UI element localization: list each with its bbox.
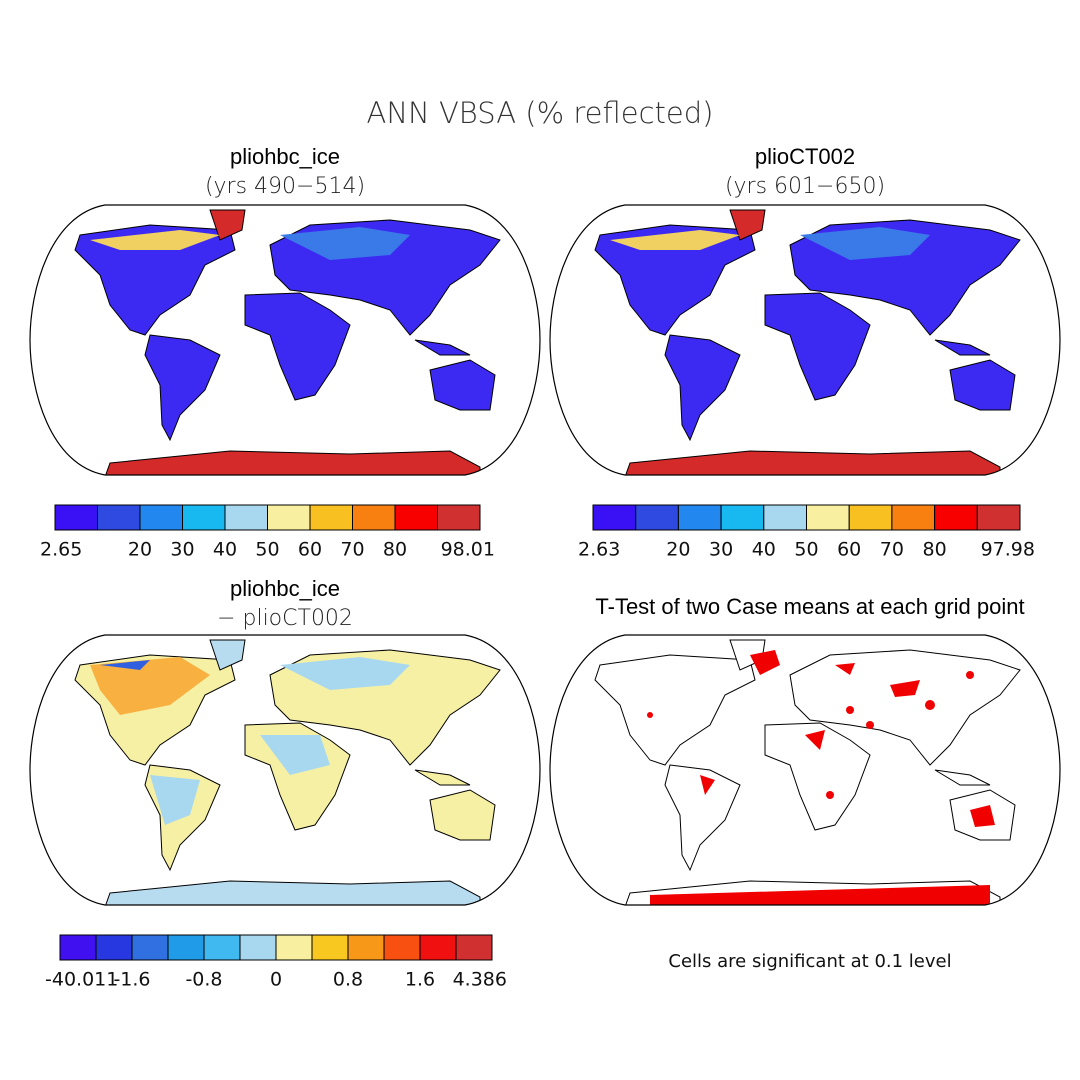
colorbar-swatch [309,504,353,531]
colorbar-swatch [167,934,205,961]
colorbar-tick-label: 70 [880,539,904,561]
map-panel-3 [29,634,541,906]
colorbar-swatch [592,504,637,531]
colorbar-tick-label: 50 [794,539,818,561]
colorbar-swatch [848,504,893,531]
colorbar-swatch [806,504,850,531]
colorbar-tick-label: 2.63 [578,539,620,561]
colorbar-swatch [182,504,226,531]
panel-title: pliohbc_ice [230,144,340,169]
colorbar-tick-label: 80 [383,539,407,561]
colorbar-tick-label: 60 [298,539,322,561]
colorbar-tick-label: 0 [270,969,282,991]
colorbar-swatch [275,934,313,961]
colorbar-swatch [139,504,183,531]
map-panel-2 [549,204,1061,476]
colorbar-swatch [95,934,133,961]
map-panel-4 [549,634,1061,906]
colorbar-swatch [239,934,277,961]
panel-subtitle: (yrs 601−650) [725,174,885,199]
panel-subtitle: − plioCT002 [217,606,353,631]
colorbar-tick-label: 60 [837,539,861,561]
colorbar-swatch [203,934,241,961]
colorbar-tick-label: 40 [213,539,237,561]
colorbar-tick-label: -0.8 [185,969,222,991]
colorbar-swatch [763,504,807,531]
colorbar-tick-label: 50 [255,539,279,561]
colorbar-tick-label: 4.386 [453,969,507,991]
colorbar-tick-label: 98.01 [441,539,495,561]
colorbar-tick-label: 30 [170,539,194,561]
colorbar-swatch [267,504,311,531]
panel-note: Cells are significant at 0.1 level [668,951,951,972]
colorbar-swatch [394,504,438,531]
colorbar-tick-label: -1.6 [113,969,150,991]
colorbar-swatch [59,934,97,961]
colorbar-swatch [934,504,978,531]
colorbar-swatch [383,934,421,961]
colorbar-tick-label: -40.011 [45,969,118,991]
colorbar-tick-label: 1.6 [405,969,435,991]
colorbar-swatch [419,934,457,961]
colorbar-tick-label: 20 [666,539,690,561]
panel-title: plioCT002 [755,144,855,169]
colorbar-swatch [720,504,765,531]
colorbar-swatch [891,504,936,531]
colorbar-swatch [677,504,722,531]
panel-title: pliohbc_ice [230,576,340,601]
colorbar-swatch [54,504,98,531]
colorbar-tick-label: 97.98 [981,539,1035,561]
colorbar-swatch [352,504,396,531]
colorbar-tick-label: 80 [923,539,947,561]
colorbar-swatch [347,934,385,961]
colorbar-tick-label: 70 [340,539,364,561]
colorbar-swatch [311,934,349,961]
colorbar-swatch [437,504,481,531]
panel-title: T-Test of two Case means at each grid po… [595,594,1024,619]
colorbar-tick-label: 20 [128,539,152,561]
colorbar-swatch [224,504,268,531]
colorbar-tick-label: 2.65 [40,539,82,561]
colorbar-swatch [97,504,141,531]
colorbar-swatch [976,504,1021,531]
colorbar-tick-label: 40 [752,539,776,561]
panel-subtitle: (yrs 490−514) [205,174,365,199]
colorbar-tick-label: 0.8 [333,969,363,991]
colorbar-swatch [131,934,169,961]
figure-title: ANN VBSA (% reflected) [367,96,714,130]
colorbar-swatch [455,934,493,961]
colorbar-tick-label: 30 [709,539,733,561]
map-panel-1 [29,204,541,476]
colorbar-swatch [635,504,679,531]
